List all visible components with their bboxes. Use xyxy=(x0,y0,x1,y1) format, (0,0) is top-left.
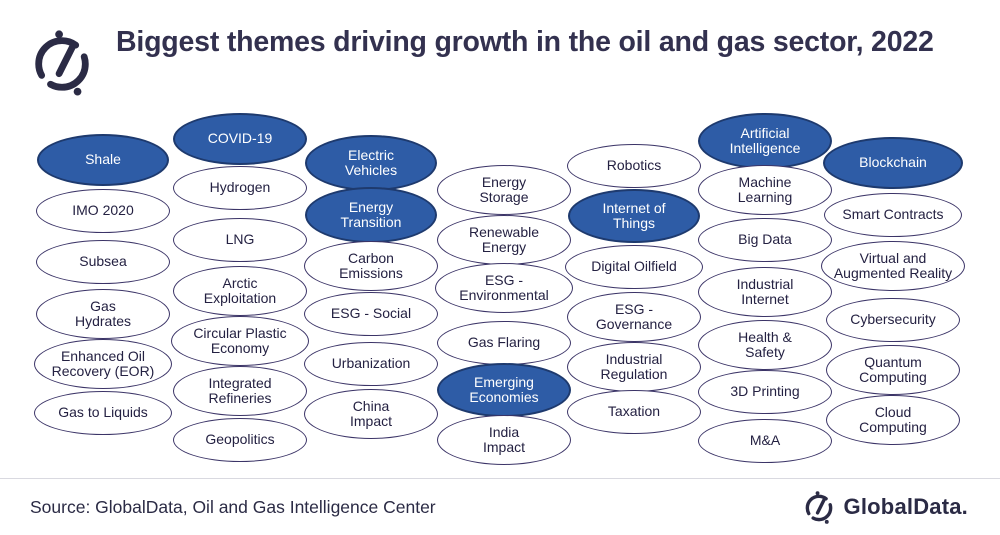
theme-bubble-carbon-emissions: Carbon Emissions xyxy=(304,241,438,291)
theme-bubble-big-data: Big Data xyxy=(698,218,832,262)
theme-bubble-label: COVID-19 xyxy=(207,130,273,147)
theme-bubble-label: Energy Transition xyxy=(340,198,402,230)
theme-bubble-label: Integrated Refineries xyxy=(208,374,272,406)
theme-bubble-label: Industrial Regulation xyxy=(600,350,668,382)
theme-bubble-label: Virtual and Augmented Reality xyxy=(833,249,953,281)
theme-bubble-circular-plastic-economy: Circular Plastic Economy xyxy=(171,316,309,366)
theme-bubble-label: Hydrogen xyxy=(209,179,271,196)
theme-bubble-imo-2020: IMO 2020 xyxy=(36,189,170,233)
theme-bubble-energy-transition: Energy Transition xyxy=(305,187,437,243)
theme-bubble-label: ESG - Environmental xyxy=(459,271,549,303)
theme-bubble-cybersecurity: Cybersecurity xyxy=(826,298,960,342)
theme-bubble-label: M&A xyxy=(749,432,781,449)
theme-bubble-shale: Shale xyxy=(37,134,169,186)
theme-bubble-robotics: Robotics xyxy=(567,144,701,188)
theme-bubble-label: Gas to Liquids xyxy=(58,404,148,421)
theme-bubble-label: Cloud Computing xyxy=(859,403,927,435)
theme-bubble-machine-learning: Machine Learning xyxy=(698,165,832,215)
theme-bubble-internet-of-things: Internet of Things xyxy=(568,189,700,243)
page-title: Biggest themes driving growth in the oil… xyxy=(116,26,934,58)
theme-bubble-industrial-regulation: Industrial Regulation xyxy=(567,342,701,392)
theme-bubble-cloud-computing: Cloud Computing xyxy=(826,395,960,445)
theme-bubble-label: Gas Hydrates xyxy=(74,297,132,329)
theme-bubble-label: Taxation xyxy=(607,403,661,420)
theme-bubble-hydrogen: Hydrogen xyxy=(173,166,307,210)
theme-bubble-label: Shale xyxy=(85,151,121,168)
theme-bubble-lng: LNG xyxy=(173,218,307,262)
theme-bubble-label: Urbanization xyxy=(331,355,411,372)
theme-bubble-esg-environmental: ESG - Environmental xyxy=(435,263,573,313)
theme-bubble-label: Industrial Internet xyxy=(736,275,794,307)
theme-bubble-label: IMO 2020 xyxy=(72,202,134,219)
theme-bubble-virtual-and-augmented-reality: Virtual and Augmented Reality xyxy=(821,241,965,291)
theme-bubble-label: Geopolitics xyxy=(205,431,275,448)
theme-bubble-label: Cybersecurity xyxy=(850,311,936,328)
theme-bubble-urbanization: Urbanization xyxy=(304,342,438,386)
brand-logo: GlobalData. xyxy=(802,490,968,524)
theme-bubble-3d-printing: 3D Printing xyxy=(698,370,832,414)
theme-bubble-renewable-energy: Renewable Energy xyxy=(437,215,571,265)
theme-bubble-label: Smart Contracts xyxy=(842,206,944,223)
themes-diagram: Shale IMO 2020 Subsea Gas Hydrates Enhanced … xyxy=(34,113,965,465)
theme-bubble-arctic-exploitation: Arctic Exploitation xyxy=(173,266,307,316)
theme-bubble-industrial-internet: Industrial Internet xyxy=(698,267,832,317)
theme-bubble-label: Blockchain xyxy=(859,154,927,171)
theme-bubble-label: ESG - Social xyxy=(330,305,412,322)
theme-bubble-label: Carbon Emissions xyxy=(339,249,403,281)
theme-bubble-integrated-refineries: Integrated Refineries xyxy=(173,366,307,416)
theme-bubble-gas-flaring: Gas Flaring xyxy=(437,321,571,365)
theme-bubble-label: Digital Oilfield xyxy=(591,258,677,275)
theme-bubble-emerging-economies: Emerging Economies xyxy=(437,363,571,417)
theme-bubble-quantum-computing: Quantum Computing xyxy=(826,345,960,395)
theme-bubble-subsea: Subsea xyxy=(36,240,170,284)
theme-bubble-label: Gas Flaring xyxy=(467,334,541,351)
theme-bubble-label: China Impact xyxy=(349,397,392,429)
globaldata-compass-icon xyxy=(805,491,832,524)
theme-bubble-digital-oilfield: Digital Oilfield xyxy=(565,245,703,289)
theme-bubble-label: Emerging Economies xyxy=(469,373,539,405)
theme-bubble-label: India Impact xyxy=(482,423,525,455)
theme-bubble-esg-social: ESG - Social xyxy=(304,292,438,336)
theme-bubble-label: Internet of Things xyxy=(602,199,666,231)
theme-bubble-blockchain: Blockchain xyxy=(823,137,963,189)
theme-bubble-label: 3D Printing xyxy=(730,383,800,400)
theme-bubble-label: Enhanced Oil Recovery (EOR) xyxy=(51,347,155,379)
theme-bubble-india-impact: India Impact xyxy=(437,415,571,465)
globaldata-compass-icon xyxy=(35,30,89,96)
theme-bubble-china-impact: China Impact xyxy=(304,389,438,439)
theme-bubble-taxation: Taxation xyxy=(567,390,701,434)
theme-bubble-label: Machine Learning xyxy=(737,173,793,205)
theme-bubble-label: Robotics xyxy=(606,157,662,174)
theme-bubble-label: Energy Storage xyxy=(479,173,529,205)
theme-bubble-label: LNG xyxy=(225,231,255,248)
theme-bubble-label: Health & Safety xyxy=(738,328,792,360)
theme-bubble-label: Artificial Intelligence xyxy=(729,124,801,156)
theme-bubble-m-a: M&A xyxy=(698,419,832,463)
theme-bubble-electric-vehicles: Electric Vehicles xyxy=(305,135,437,191)
theme-bubble-label: Renewable Energy xyxy=(468,223,540,255)
theme-bubble-label: Circular Plastic Economy xyxy=(193,324,287,356)
theme-bubble-artificial-intelligence: Artificial Intelligence xyxy=(698,113,832,169)
footer: Source: GlobalData, Oil and Gas Intellig… xyxy=(0,478,1000,535)
theme-bubble-label: Subsea xyxy=(79,253,127,270)
brand-name: GlobalData. xyxy=(843,494,968,519)
header: Biggest themes driving growth in the oil… xyxy=(28,26,980,96)
theme-bubble-label: Big Data xyxy=(738,231,792,248)
theme-bubble-label: ESG - Governance xyxy=(595,300,673,332)
theme-bubble-health-safety: Health & Safety xyxy=(698,320,832,370)
theme-bubble-label: Arctic Exploitation xyxy=(203,274,277,306)
theme-bubble-esg-governance: ESG - Governance xyxy=(567,292,701,342)
source-text: Source: GlobalData, Oil and Gas Intellig… xyxy=(30,496,436,517)
theme-bubble-label: Electric Vehicles xyxy=(344,146,398,178)
theme-bubble-label: Quantum Computing xyxy=(859,353,927,385)
theme-bubble-enhanced-oil-recovery-eor: Enhanced Oil Recovery (EOR) xyxy=(34,339,172,389)
theme-bubble-gas-to-liquids: Gas to Liquids xyxy=(34,391,172,435)
theme-bubble-gas-hydrates: Gas Hydrates xyxy=(36,289,170,339)
theme-bubble-covid-19: COVID-19 xyxy=(173,113,307,165)
theme-bubble-energy-storage: Energy Storage xyxy=(437,165,571,215)
theme-bubble-geopolitics: Geopolitics xyxy=(173,418,307,462)
theme-bubble-smart-contracts: Smart Contracts xyxy=(824,193,962,237)
